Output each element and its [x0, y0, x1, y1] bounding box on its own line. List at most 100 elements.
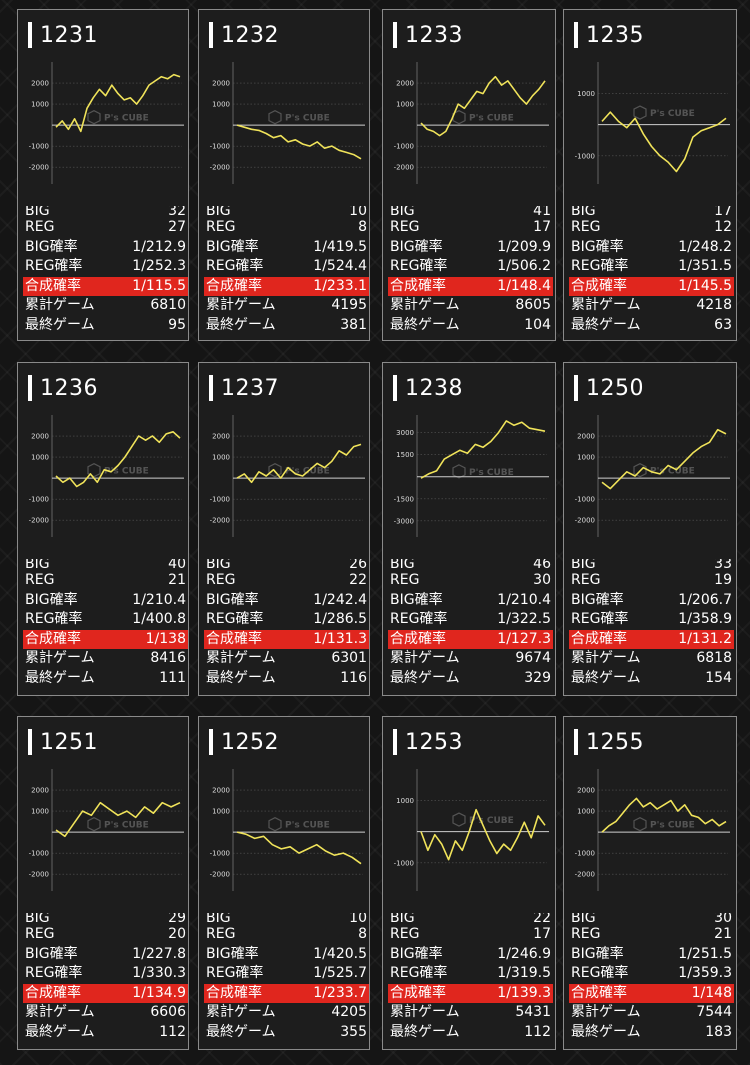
- reg-count-value: 21: [714, 926, 732, 942]
- y-tick-label: -2000: [210, 871, 230, 879]
- watermark-logo: P's CUBE: [452, 812, 514, 827]
- total-games-row: 累計ゲーム 4205: [204, 1003, 369, 1023]
- big-count-row: BIG 40: [23, 559, 188, 571]
- reg-rate-value: 1/252.3: [132, 258, 186, 274]
- machine-header: 1255: [574, 727, 644, 757]
- last-games-label: 最終ゲーム: [571, 669, 641, 686]
- reg-count-label: REG: [25, 572, 55, 588]
- y-tick-label: -1000: [210, 143, 230, 151]
- reg-count-row: REG 27: [23, 218, 188, 238]
- reg-rate-label: REG確率: [25, 611, 83, 627]
- reg-count-label: REG: [571, 926, 601, 942]
- total-games-row: 累計ゲーム 8416: [23, 649, 188, 669]
- machine-card-1235[interactable]: 1235 P's CUBE 1000 -1000 BIG 17 REG 12 BIG確率 1/24…: [563, 9, 737, 341]
- payout-line: [236, 124, 362, 160]
- payout-line: [601, 428, 727, 490]
- big-rate-row: BIG確率 1/206.7: [569, 591, 734, 611]
- total-games-row: 累計ゲーム 6810: [23, 296, 188, 316]
- last-games-row: 最終ゲーム 381: [204, 316, 369, 336]
- reg-rate-row: REG確率 1/506.2: [388, 257, 553, 277]
- total-games-label: 累計ゲーム: [25, 1004, 95, 1020]
- reg-rate-row: REG確率 1/252.3: [23, 257, 188, 277]
- total-games-row: 累計ゲーム 4218: [569, 296, 734, 316]
- payout-line: [420, 75, 546, 137]
- reg-count-value: 12: [714, 219, 732, 235]
- payout-line: [55, 431, 181, 488]
- combined-rate-label: 合成確率: [25, 630, 81, 647]
- total-games-value: 5431: [515, 1004, 551, 1020]
- header-marker: [574, 375, 578, 401]
- big-count-label: BIG: [571, 913, 596, 925]
- combined-rate-row: 合成確率 1/138: [23, 629, 188, 649]
- last-games-label: 最終ゲーム: [206, 1023, 276, 1040]
- big-rate-label: BIG確率: [25, 591, 78, 608]
- machine-card-1237[interactable]: 1237 P's CUBE 2000 1000 -1000 -2000 BIG 26 REG 22…: [198, 362, 370, 696]
- combined-rate-row: 合成確率 1/233.7: [204, 983, 369, 1003]
- machine-card-1250[interactable]: 1250 P's CUBE 2000 1000 -1000 -2000 BIG 33 REG 19…: [563, 362, 737, 696]
- combined-rate-value: 1/115.5: [132, 277, 186, 294]
- reg-rate-label: REG確率: [206, 611, 264, 627]
- reg-count-row: REG 17: [388, 925, 553, 945]
- big-rate-row: BIG確率 1/242.4: [204, 591, 369, 611]
- big-rate-row: BIG確率 1/246.9: [388, 945, 553, 965]
- y-tick-label: -1500: [394, 495, 414, 503]
- last-games-value: 381: [340, 316, 367, 333]
- machine-number: 1233: [405, 22, 463, 48]
- header-marker: [28, 375, 32, 401]
- big-rate-value: 1/227.8: [132, 945, 186, 962]
- machine-card-1251[interactable]: 1251 P's CUBE 2000 1000 -1000 -2000 BIG 29 REG 20…: [17, 716, 189, 1050]
- reg-rate-label: REG確率: [571, 965, 629, 981]
- big-count-label: BIG: [571, 206, 596, 218]
- big-count-row: BIG 30: [569, 913, 734, 925]
- combined-rate-label: 合成確率: [571, 630, 627, 647]
- svg-text:P's CUBE: P's CUBE: [469, 468, 514, 478]
- svg-text:P's CUBE: P's CUBE: [104, 821, 149, 831]
- reg-count-value: 22: [349, 572, 367, 588]
- y-tick-label: -2000: [29, 871, 49, 879]
- machine-card-1252[interactable]: 1252 P's CUBE 2000 1000 -1000 -2000 BIG 10 REG 8 B…: [198, 716, 370, 1050]
- machine-card-1236[interactable]: 1236 P's CUBE 2000 1000 -1000 -2000 BIG 40 REG 21…: [17, 362, 189, 696]
- y-tick-label: -1000: [29, 850, 49, 858]
- machine-card-1253[interactable]: 1253 P's CUBE 1000 -1000 BIG 22 REG 17 BIG確率 1/24…: [382, 716, 556, 1050]
- total-games-value: 7544: [696, 1004, 732, 1020]
- total-games-row: 累計ゲーム 6818: [569, 649, 734, 669]
- combined-rate-label: 合成確率: [206, 984, 262, 1001]
- reg-count-row: REG 21: [23, 571, 188, 591]
- machine-card-1238[interactable]: 1238 P's CUBE 3000 1500 -1500 -3000 BIG 46 REG 30…: [382, 362, 556, 696]
- reg-rate-row: REG確率 1/524.4: [204, 257, 369, 277]
- total-games-value: 8605: [515, 297, 551, 313]
- reg-count-row: REG 20: [23, 925, 188, 945]
- combined-rate-row: 合成確率 1/131.3: [204, 629, 369, 649]
- machine-number: 1253: [405, 729, 463, 755]
- payout-line: [236, 831, 362, 865]
- big-count-value: 10: [349, 913, 367, 925]
- svg-text:P's CUBE: P's CUBE: [104, 114, 149, 124]
- y-tick-label: 2000: [31, 433, 49, 441]
- stats-table: BIG 40 REG 21 BIG確率 1/210.4 REG確率 1/400.8 合成確率 1/…: [23, 559, 188, 688]
- machine-card-1255[interactable]: 1255 P's CUBE 2000 1000 -1000 -2000 BIG 30 REG 21…: [563, 716, 737, 1050]
- last-games-row: 最終ゲーム 112: [388, 1023, 553, 1043]
- big-count-label: BIG: [390, 206, 415, 218]
- machine-card-1232[interactable]: 1232 P's CUBE 2000 1000 -1000 -2000 BIG 10 REG 8 B…: [198, 9, 370, 341]
- machine-card-1231[interactable]: 1231 P's CUBE 2000 1000 -1000 -2000 BIG 32 REG 27…: [17, 9, 189, 341]
- header-marker: [393, 729, 397, 755]
- y-tick-label: -1000: [210, 496, 230, 504]
- machine-header: 1235: [574, 20, 644, 50]
- total-games-row: 累計ゲーム 9674: [388, 649, 553, 669]
- payout-line: [55, 73, 181, 133]
- machine-card-1233[interactable]: 1233 P's CUBE 2000 1000 -1000 -2000 BIG 41 REG 17…: [382, 9, 556, 341]
- big-rate-row: BIG確率 1/212.9: [23, 238, 188, 258]
- y-tick-label: 2000: [31, 787, 49, 795]
- last-games-value: 355: [340, 1023, 367, 1040]
- reg-count-label: REG: [390, 926, 420, 942]
- header-marker: [209, 729, 213, 755]
- last-games-value: 111: [159, 669, 186, 686]
- svg-text:P's CUBE: P's CUBE: [650, 467, 695, 477]
- y-tick-label: 1000: [212, 101, 230, 109]
- big-rate-value: 1/419.5: [313, 238, 367, 255]
- reg-count-value: 21: [168, 572, 186, 588]
